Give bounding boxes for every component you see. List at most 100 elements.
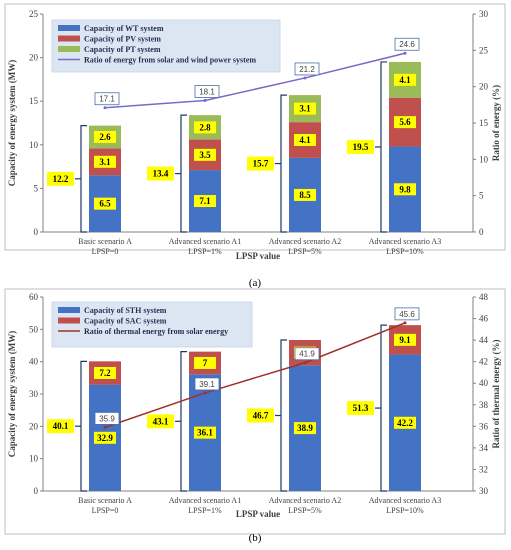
ratio-point <box>403 51 407 55</box>
segment-label: 42.2 <box>397 418 413 428</box>
legend-label: Capacity of PV system <box>84 35 161 44</box>
category-label: Advanced scenario A3 <box>369 496 441 505</box>
total-bracket <box>180 351 187 492</box>
ratio-point <box>103 106 107 110</box>
legend-label: Capacity of WT system <box>84 24 164 33</box>
ratio-label: 18.1 <box>199 87 215 96</box>
segment-label-box <box>394 73 416 86</box>
legend-label: Capacity of SAC system <box>84 317 167 326</box>
segment-label: 2.8 <box>199 122 211 132</box>
total-label-box <box>347 401 374 416</box>
y2-tick-label: 20 <box>479 82 489 92</box>
segment-label-box <box>294 134 316 147</box>
ratio-point <box>103 425 107 429</box>
ratio-label: 24.6 <box>399 40 415 49</box>
segment-label-box <box>194 195 216 208</box>
category-label: Advanced scenario A2 <box>269 237 341 246</box>
y2-tick-label: 36 <box>479 421 489 431</box>
total-label-box <box>147 166 174 181</box>
category-sublabel: LPSP=5% <box>288 506 322 515</box>
panel-frame <box>4 3 506 251</box>
x-axis-title: LPSP value <box>236 251 280 261</box>
total-bracket <box>280 94 287 233</box>
segment-label: 7.2 <box>99 368 111 378</box>
segment-label-box <box>394 183 416 196</box>
total-label: 19.5 <box>353 142 369 152</box>
y2-tick-label: 44 <box>479 335 489 345</box>
total-bracket <box>80 125 87 233</box>
total-bracket <box>80 360 87 492</box>
ratio-label: 45.6 <box>399 310 415 319</box>
y2-axis-title: Ratio of thermal energy (%) <box>491 340 501 449</box>
legend-label: Capacity of STH system <box>84 306 167 315</box>
total-label-box <box>47 419 74 434</box>
category-label: Advanced scenario A1 <box>169 496 241 505</box>
total-bracket <box>380 324 387 492</box>
panel-caption: (a) <box>249 277 262 289</box>
y2-tick-label: 30 <box>479 9 489 19</box>
y-tick-label: 5 <box>34 183 39 193</box>
y2-tick-label: 25 <box>479 45 489 55</box>
ratio-label-box <box>294 62 320 76</box>
category-sublabel: LPSP=1% <box>188 506 222 515</box>
category-label: Basic scenario A <box>78 237 132 246</box>
y-tick-label: 15 <box>29 96 39 106</box>
segment-label-box <box>94 431 116 444</box>
ratio-label-box <box>294 347 320 361</box>
segment-label-box <box>194 148 216 161</box>
segment-label: 5.6 <box>399 117 411 127</box>
segment-label-box <box>194 121 216 134</box>
segment-label: 2.6 <box>99 132 111 142</box>
ratio-point <box>203 391 207 395</box>
y2-tick-label: 15 <box>479 118 489 128</box>
y2-axis-title: Ratio of energy (%) <box>491 85 501 161</box>
y-tick-label: 50 <box>29 324 39 334</box>
legend-label: Ratio of energy from solar and wind powe… <box>84 56 256 65</box>
y2-tick-label: 10 <box>479 154 489 164</box>
segment-label: 4.1 <box>299 135 311 145</box>
category-label: Advanced scenario A3 <box>369 237 441 246</box>
y-tick-label: 25 <box>29 9 39 19</box>
y-tick-label: 20 <box>29 421 39 431</box>
total-bracket <box>380 61 387 233</box>
segment-label: 36.1 <box>197 428 213 438</box>
ratio-line <box>104 322 406 429</box>
category-sublabel: LPSP=0 <box>92 506 119 515</box>
legend-swatch <box>58 46 80 52</box>
segment-label: 7 <box>203 358 208 368</box>
y-tick-label: 20 <box>29 53 39 63</box>
total-label-box <box>47 171 74 186</box>
total-label: 40.1 <box>53 421 69 431</box>
y2-tick-label: 34 <box>479 443 489 453</box>
category-sublabel: LPSP=5% <box>288 247 322 256</box>
panel-caption: (b) <box>249 532 262 544</box>
category-sublabel: LPSP=0 <box>92 247 119 256</box>
segment-label: 38.9 <box>297 423 313 433</box>
legend-box <box>51 19 281 73</box>
y2-tick-label: 40 <box>479 378 489 388</box>
segment-label-box <box>394 116 416 129</box>
ratio-label-box <box>394 307 420 321</box>
y2-tick-label: 5 <box>479 191 484 201</box>
y-axis-title: Capacity of energy system (MW) <box>7 331 17 457</box>
ratio-label-box <box>394 37 420 51</box>
total-label: 12.2 <box>53 174 69 184</box>
category-label: Advanced scenario A1 <box>169 237 241 246</box>
y-tick-label: 60 <box>29 292 39 302</box>
ratio-point <box>403 321 407 325</box>
legend-label: Ratio of thermal energy from solar energ… <box>84 327 228 336</box>
segment-label-box <box>294 188 316 201</box>
segment-label: 4.1 <box>399 75 411 85</box>
ratio-label-box <box>194 377 220 391</box>
ratio-label: 41.9 <box>299 350 315 359</box>
legend-box <box>51 301 253 348</box>
y2-tick-label: 32 <box>479 464 488 474</box>
y-tick-label: 0 <box>34 486 39 496</box>
segment-label-box <box>194 356 216 369</box>
segment-label-box <box>394 416 416 429</box>
segment-label: 6.5 <box>99 199 111 209</box>
total-label-box <box>147 414 174 429</box>
segment-label: 8.5 <box>299 190 311 200</box>
x-axis-title: LPSP value <box>236 509 280 519</box>
